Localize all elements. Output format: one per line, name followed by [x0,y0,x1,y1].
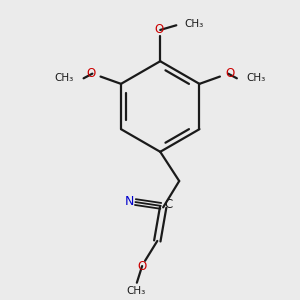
Text: O: O [137,260,147,273]
Text: CH₃: CH₃ [184,19,204,29]
Text: CH₃: CH₃ [127,286,146,296]
Text: CH₃: CH₃ [55,73,74,83]
Text: CH₃: CH₃ [247,73,266,83]
Text: C: C [164,198,172,211]
Text: N: N [124,195,134,208]
Text: O: O [154,23,164,37]
Text: O: O [86,67,95,80]
Text: O: O [225,67,234,80]
